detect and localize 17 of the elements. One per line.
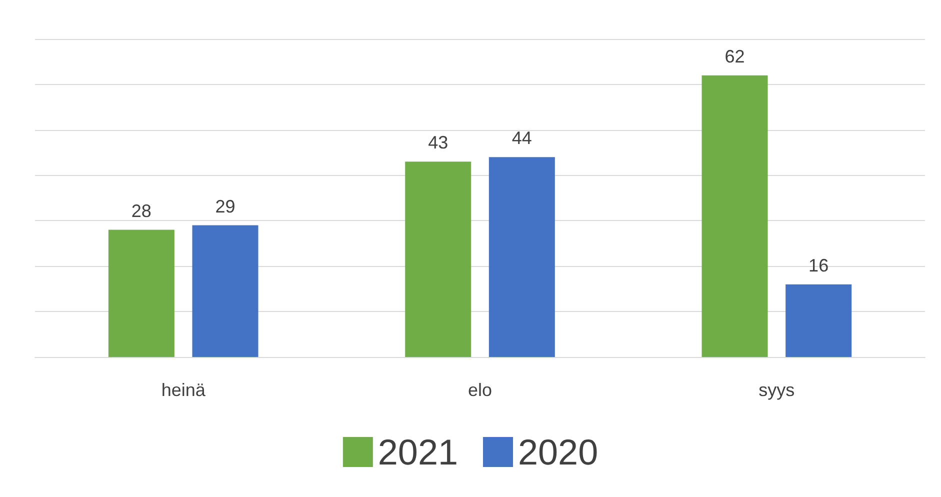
data-label: 43 [428, 132, 448, 153]
x-tick-label: heinä [161, 380, 206, 400]
legend-label: 2020 [518, 432, 598, 472]
bar [192, 225, 258, 357]
bar [108, 230, 174, 357]
data-label: 62 [724, 46, 745, 66]
data-label: 29 [215, 196, 236, 216]
legend-label: 2021 [378, 432, 458, 472]
bar [786, 284, 852, 357]
data-label: 28 [131, 200, 152, 221]
x-tick-label: elo [468, 380, 492, 400]
bar [488, 157, 555, 357]
x-tick-label: syys [758, 380, 795, 400]
bar [702, 75, 768, 357]
data-label: 44 [512, 128, 532, 148]
bar [405, 162, 472, 357]
data-label: 16 [808, 255, 829, 276]
